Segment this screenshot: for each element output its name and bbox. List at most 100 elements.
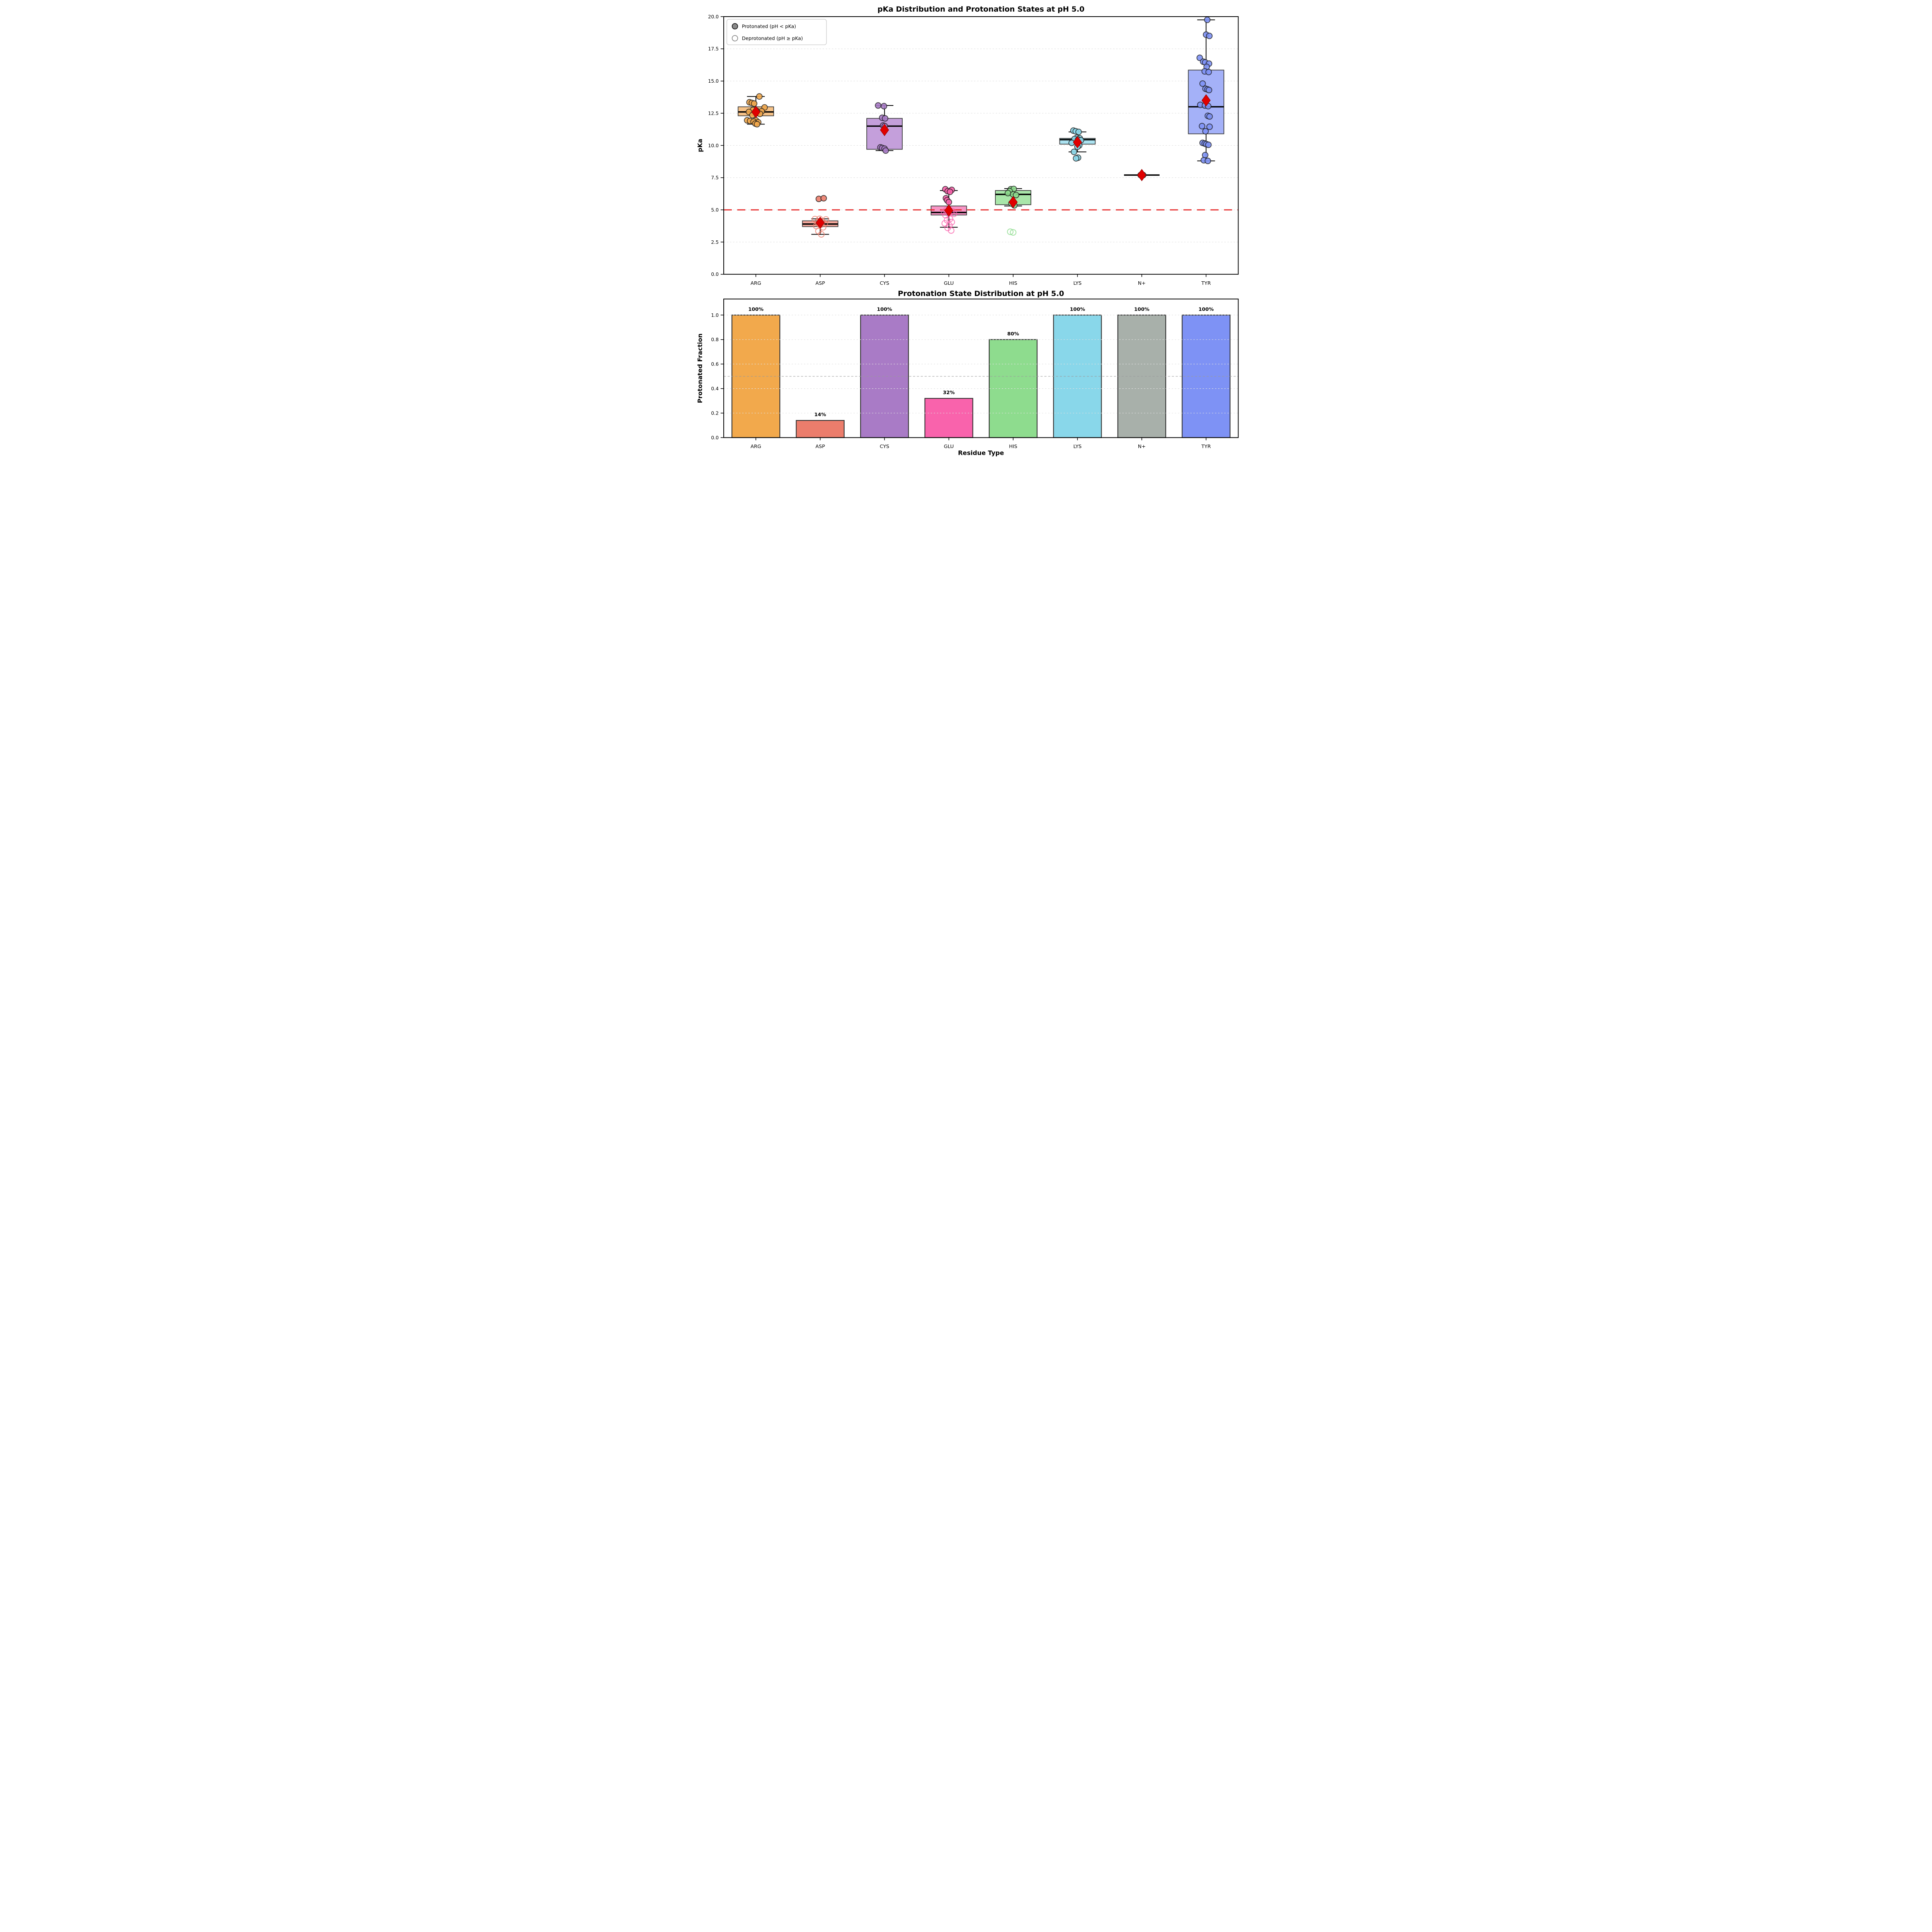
point-protonated-TYR <box>1205 141 1212 148</box>
boxplot-title: pKa Distribution and Protonation States … <box>877 5 1084 14</box>
point-protonated-TYR <box>1204 16 1211 23</box>
y-tick-label: 0.0 <box>711 271 719 277</box>
protonation-barchart: 100% 14% 100% 32% 80% 100% 100% 100% 0.0 0.2 0.4 0.… <box>696 289 1239 457</box>
point-protonated-CYS <box>881 115 888 122</box>
point-protonated-CYS <box>874 102 881 109</box>
barchart-title: Protonation State Distribution at pH 5.0 <box>898 289 1064 298</box>
point-protonated-LYS <box>1075 128 1082 135</box>
point-protonated-TYR <box>1206 123 1213 130</box>
point-protonated-CYS <box>880 103 887 110</box>
point-protonated-TYR <box>1206 32 1213 39</box>
point-protonated-HIS <box>1004 190 1011 197</box>
boxplot-ylabel: pKa <box>696 139 703 152</box>
point-protonated-ASP <box>820 195 827 202</box>
legend-open-circle-icon <box>731 35 738 42</box>
y-tick-label: 0.2 <box>711 410 719 416</box>
x-tick-label-CYS: CYS <box>879 281 889 286</box>
x-tick-label-HIS: HIS <box>1009 281 1017 286</box>
box-TYR <box>1187 70 1224 134</box>
y-tick-label: 2.5 <box>711 239 719 245</box>
bar-ASP <box>796 420 845 438</box>
barchart-ylabel: Protonated Fraction <box>696 333 703 403</box>
y-tick-label: 15.0 <box>708 78 719 84</box>
point-protonated-TYR <box>1199 80 1206 87</box>
mean-diamond-GLU <box>944 204 953 217</box>
mean-diamond-ASP <box>815 216 825 229</box>
point-deprotonated-HIS <box>1010 229 1017 236</box>
x-tick-label-TYR: TYR <box>1201 281 1211 286</box>
legend: Protonated (pH < pKa) Deprotonated (pH ≥ … <box>726 19 827 45</box>
mean-diamond-ARG <box>751 105 760 118</box>
point-protonated-TYR <box>1198 122 1205 129</box>
mean-diamond-CYS <box>879 124 889 136</box>
point-deprotonated-GLU <box>946 215 953 222</box>
legend-filled-circle-icon <box>731 23 738 30</box>
bar-label-LYS: 100% <box>1070 306 1085 312</box>
bar-label-CYS: 100% <box>877 306 892 312</box>
y-tick-label: 0.8 <box>711 337 719 342</box>
point-deprotonated-GLU <box>947 227 954 234</box>
x-tick-label-ASP: ASP <box>815 444 825 449</box>
axes-frame <box>723 16 1239 275</box>
point-deprotonated-GLU <box>951 210 957 217</box>
x-tick-label-N+: N+ <box>1138 281 1145 286</box>
x-tick-label-LYS: LYS <box>1073 444 1081 449</box>
point-protonated-LYS <box>1072 155 1079 162</box>
point-deprotonated-ASP <box>822 216 829 223</box>
bar-HIS <box>988 339 1037 438</box>
point-deprotonated-ASP <box>818 231 825 238</box>
y-tick-label: 20.0 <box>708 14 719 19</box>
point-protonated-ARG <box>753 121 760 128</box>
bar-GLU <box>924 398 973 438</box>
y-tick-label: 5.0 <box>711 207 719 213</box>
point-protonated-ARG <box>756 93 763 100</box>
y-tick-label: 12.5 <box>708 110 719 116</box>
barchart-xlabel: Residue Type <box>958 449 1004 457</box>
legend-label-deprotonated: Deprotonated (pH ≥ pKa) <box>742 36 803 41</box>
y-tick-label: 10.0 <box>708 143 719 148</box>
mean-diamond-LYS <box>1073 136 1082 148</box>
y-tick-label: 0.0 <box>711 435 719 440</box>
point-protonated-TYR <box>1204 158 1211 164</box>
x-tick-label-TYR: TYR <box>1201 444 1211 449</box>
point-deprotonated-HIS <box>1007 228 1014 235</box>
bar-label-HIS: 80% <box>1007 331 1019 337</box>
point-protonated-ARG <box>750 100 757 107</box>
y-tick-label: 0.4 <box>711 386 719 391</box>
point-protonated-HIS <box>1012 192 1019 199</box>
y-tick-label: 7.5 <box>711 175 719 180</box>
axes-frame <box>723 298 1239 438</box>
x-tick-label-HIS: HIS <box>1009 444 1017 449</box>
x-tick-label-N+: N+ <box>1138 444 1145 449</box>
y-tick-label: 1.0 <box>711 312 719 318</box>
bar-label-TYR: 100% <box>1198 306 1214 312</box>
point-protonated-TYR <box>1205 68 1212 75</box>
x-tick-label-ASP: ASP <box>815 281 825 286</box>
y-tick-label: 0.6 <box>711 361 719 367</box>
y-tick-label: 17.5 <box>708 46 719 52</box>
figure-container: 0.0 2.5 5.0 7.5 10.0 12.5 15.0 17.5 20.0 ARG ASP CY… <box>690 0 1242 459</box>
x-tick-label-LYS: LYS <box>1073 281 1081 286</box>
bar-label-GLU: 32% <box>943 390 955 396</box>
point-protonated-TYR <box>1205 87 1212 94</box>
point-protonated-TYR <box>1206 113 1213 120</box>
bar-label-N+: 100% <box>1134 306 1150 312</box>
x-tick-label-ARG: ARG <box>750 281 761 286</box>
x-tick-label-CYS: CYS <box>879 444 889 449</box>
mean-diamond-N+ <box>1137 169 1146 181</box>
x-tick-label-GLU: GLU <box>944 444 954 449</box>
x-tick-label-GLU: GLU <box>944 281 954 286</box>
bar-label-ASP: 14% <box>814 412 826 418</box>
pka-boxplot: 0.0 2.5 5.0 7.5 10.0 12.5 15.0 17.5 20.0 ARG ASP CY… <box>696 5 1239 286</box>
legend-box <box>726 19 827 45</box>
x-tick-label-ARG: ARG <box>750 444 761 449</box>
point-protonated-LYS <box>1070 148 1077 155</box>
legend-label-protonated: Protonated (pH < pKa) <box>742 24 796 29</box>
point-protonated-GLU <box>946 189 953 195</box>
mean-diamond-TYR <box>1201 94 1211 107</box>
point-protonated-CYS <box>882 147 889 154</box>
point-protonated-GLU <box>945 199 952 206</box>
pka-protonation-figure: 0.0 2.5 5.0 7.5 10.0 12.5 15.0 17.5 20.0 ARG ASP CY… <box>690 0 1242 459</box>
bar-label-ARG: 100% <box>748 306 764 312</box>
mean-diamond-HIS <box>1008 196 1018 208</box>
